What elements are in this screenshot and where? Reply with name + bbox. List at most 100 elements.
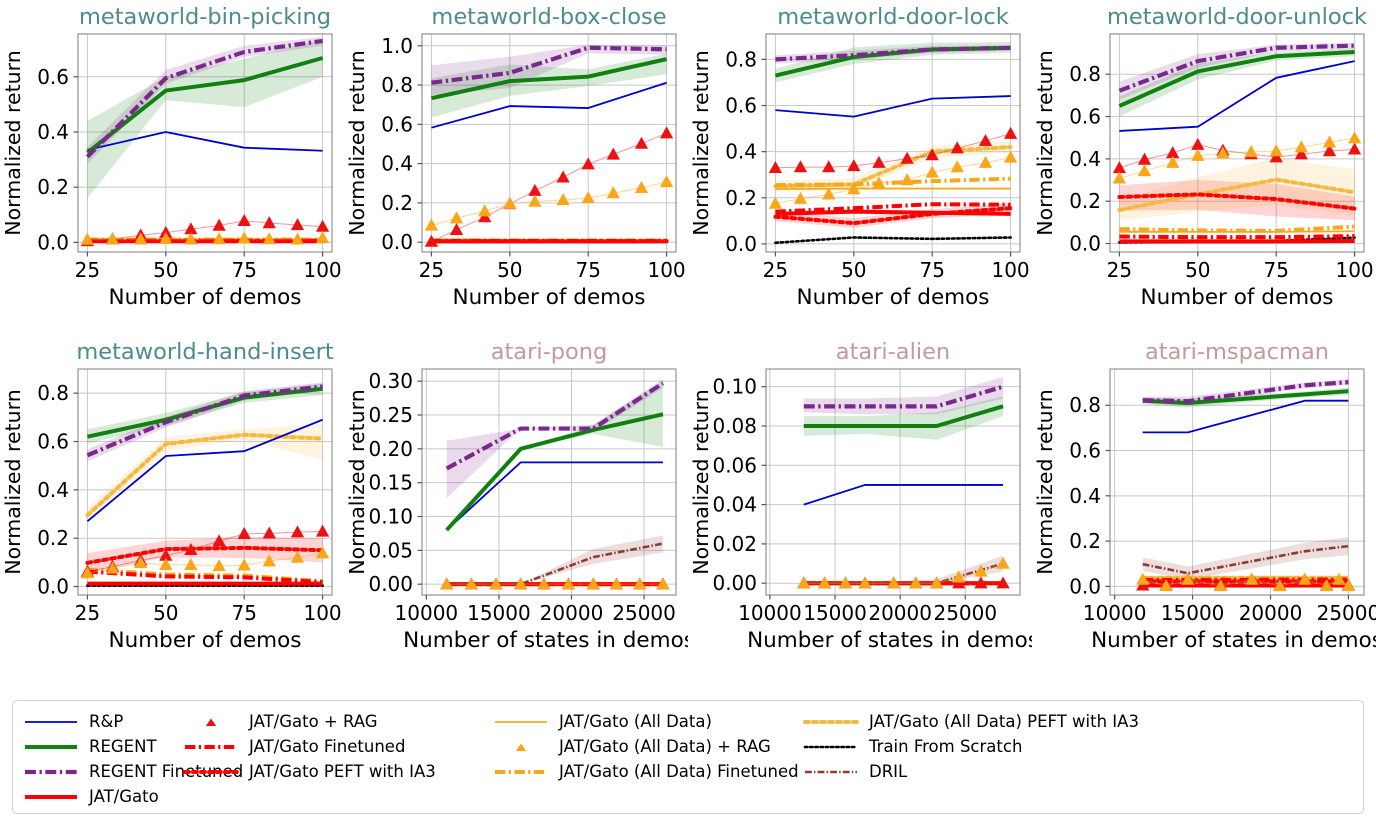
triangle-marker	[887, 576, 901, 589]
legend-sample-jat	[25, 794, 77, 799]
legend-item-regent_ft[interactable]: REGENT Finetuned	[23, 759, 243, 784]
x-tick-label: 15000	[467, 601, 531, 625]
y-tick-label: 0.20	[368, 437, 413, 461]
legend-item-rp[interactable]: R&P	[23, 709, 173, 734]
x-axis-label: Number of demos	[109, 628, 302, 653]
x-tick-label: 75	[575, 258, 600, 282]
plot-area	[768, 42, 1018, 245]
x-tick-label: 75	[1263, 258, 1288, 282]
subplot-metaworld-door-lock: metaworld-door-lock 25 50 75 100 0.0 0.2 0.4 0.6…	[688, 0, 1032, 330]
triangle-marker	[80, 232, 95, 245]
legend-item-jat_all[interactable]: JAT/Gato (All Data)	[493, 709, 793, 734]
x-tick-label: 25000	[1317, 601, 1376, 625]
triangle-marker	[315, 231, 330, 244]
plot-area	[797, 376, 1010, 589]
y-tick-label: 0.6	[37, 65, 69, 89]
triangle-marker	[606, 147, 620, 160]
triangle-marker	[159, 231, 173, 244]
gridlines	[1110, 369, 1364, 595]
subplot-metaworld-box-close: metaworld-box-close 25 50 75 100 0.0 0.2 0.4 0.6…	[344, 0, 688, 330]
triangle-marker	[1137, 152, 1152, 165]
y-tick-label: 0.10	[712, 375, 757, 399]
confidence-band	[446, 535, 663, 585]
x-tick-label: 50	[1185, 258, 1210, 282]
series-line-rp	[775, 95, 1011, 118]
triangle-marker	[262, 526, 276, 539]
legend-item-scratch[interactable]: Train From Scratch	[803, 734, 1183, 759]
series-line-jat_ft	[1119, 234, 1355, 240]
legend-sample-jat_all	[495, 720, 547, 723]
subplot-title: atari-pong	[491, 339, 608, 365]
triangle-marker	[184, 557, 198, 570]
legend-sample-dril	[805, 770, 857, 773]
legend-item-jat_all_peft[interactable]: JAT/Gato (All Data) PEFT with IA3	[803, 709, 1183, 734]
y-tick-label: 0.6	[1069, 439, 1101, 463]
triangle-marker	[1298, 572, 1312, 585]
x-axis-label: Number of states in demos	[1091, 628, 1376, 653]
y-tick-label: 0.06	[712, 453, 757, 477]
axes-frame	[77, 33, 333, 253]
legend-swatch	[183, 740, 239, 754]
axes-frame	[77, 368, 333, 596]
series-line-regent_ft	[86, 384, 323, 458]
y-tick-label: 0.4	[1069, 484, 1101, 508]
x-tick-label: 100	[303, 601, 341, 625]
triangle-marker	[952, 570, 966, 583]
series-line-regent_ft	[803, 384, 1004, 409]
triangle-marker	[262, 216, 276, 229]
y-tick-label: 0.08	[712, 414, 757, 438]
series-line-rp	[1142, 399, 1349, 434]
plot-area	[1136, 379, 1356, 592]
triangle-marker	[996, 556, 1010, 569]
triangle-marker	[1003, 150, 1018, 163]
legend-grid: R&P JAT/Gato + RAG JAT/Gato (All Data) JAT/…	[23, 709, 1183, 809]
series-line-jat_all_ft	[1119, 224, 1355, 233]
legend-item-jat_ft[interactable]: JAT/Gato Finetuned	[183, 734, 483, 759]
plot-area	[80, 382, 330, 587]
triangle-marker	[1269, 144, 1283, 157]
series-line-regent	[86, 56, 324, 155]
triangle-marker	[872, 176, 886, 189]
legend-swatch	[183, 715, 239, 729]
triangle-marker	[974, 564, 988, 577]
triangle-marker	[872, 155, 886, 168]
triangle-marker	[315, 524, 330, 537]
triangle-marker	[205, 718, 217, 726]
triangle-marker	[797, 576, 811, 589]
y-tick-label: 0.4	[381, 152, 413, 176]
subplot-atari-pong: atari-pong 10000 15000 20000 25000 0.00 0.05 0.…	[344, 335, 688, 673]
plot-area	[1112, 42, 1362, 244]
triangle-marker	[561, 577, 576, 590]
subplot-title: metaworld-door-unlock	[1107, 4, 1367, 30]
legend-swatch	[183, 765, 239, 779]
legend-item-jat[interactable]: JAT/Gato	[23, 784, 173, 809]
subplot-metaworld-door-unlock: metaworld-door-unlock 25 50 75 100 0.0 0.2 0.4 0…	[1032, 0, 1376, 330]
legend-item-jat_rag[interactable]: JAT/Gato + RAG	[183, 709, 483, 734]
plot-area	[80, 36, 330, 247]
y-tick-label: 0.8	[37, 381, 69, 405]
triangle-marker	[134, 556, 148, 569]
triangle-marker	[1181, 572, 1195, 585]
gridlines	[766, 34, 1020, 252]
triangle-marker	[659, 175, 674, 188]
legend-item-regent[interactable]: REGENT	[23, 734, 173, 759]
legend-item-dril[interactable]: DRIL	[803, 759, 1183, 784]
series-line-jat_peft	[85, 545, 325, 565]
triangle-marker	[1319, 579, 1334, 592]
triangle-marker	[909, 576, 923, 589]
legend-swatch	[803, 715, 859, 729]
confidence-band	[803, 396, 1004, 440]
y-tick-label: 0.8	[725, 47, 757, 71]
x-axis-label: Number of demos	[109, 285, 302, 310]
subplot-atari-mspacman: atari-mspacman 10000 15000 20000 25000 0.0 0.2…	[1032, 335, 1376, 673]
triangle-marker	[822, 160, 836, 173]
legend-item-jat_all_rag[interactable]: JAT/Gato (All Data) + RAG	[493, 734, 793, 759]
triangle-marker	[633, 577, 647, 590]
triangle-marker	[159, 225, 173, 238]
legend-item-jat_peft[interactable]: JAT/Gato PEFT with IA3	[183, 759, 483, 784]
axes-frame	[1109, 368, 1365, 596]
triangle-marker	[581, 191, 595, 204]
legend-item-jat_all_ft[interactable]: JAT/Gato (All Data) Finetuned	[493, 759, 799, 784]
y-tick-label: 0.2	[1069, 529, 1101, 553]
triangle-marker	[315, 546, 330, 559]
